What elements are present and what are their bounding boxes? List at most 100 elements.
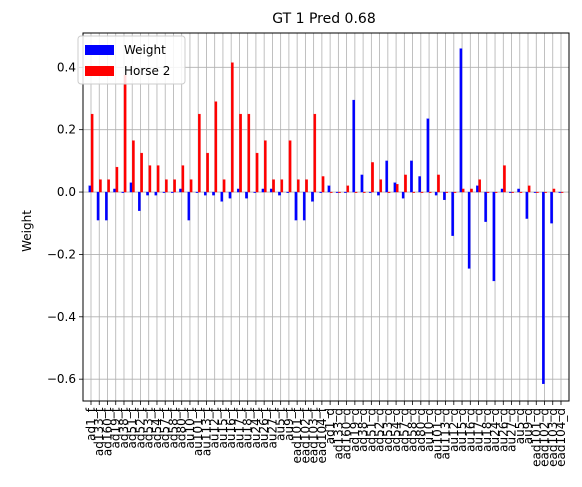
- x-tick-label: ad52_d: [373, 408, 387, 452]
- bar-weight: [426, 118, 430, 193]
- bar-weight: [533, 191, 537, 193]
- bar-horse2: [461, 188, 465, 193]
- x-tick-label: au16_d: [463, 408, 477, 452]
- x-tick-label: ad57_f: [158, 407, 172, 448]
- bar-horse2: [198, 113, 201, 193]
- x-tick-label: ad160_d: [340, 408, 354, 460]
- bar-horse2: [338, 191, 341, 193]
- bar-horse2: [313, 113, 317, 193]
- bar-weight: [360, 174, 364, 193]
- x-tick-label: au15_f: [216, 407, 230, 448]
- y-axis-label: Weight: [20, 210, 34, 252]
- x-tick-label: au26_d: [496, 408, 510, 452]
- x-tick-label: ead101_d: [529, 408, 543, 467]
- y-tick-label: −0.2: [47, 247, 76, 261]
- x-tick-label: ad51_d: [364, 408, 378, 452]
- bar-horse2: [321, 176, 325, 193]
- bar-weight: [467, 191, 471, 269]
- bar-weight: [203, 191, 207, 196]
- x-tick-label: ad38_d: [356, 408, 370, 452]
- bar-weight: [236, 188, 240, 193]
- bar-weight: [311, 191, 314, 202]
- bar-horse2: [99, 179, 102, 193]
- y-tick-label: −0.6: [47, 372, 76, 386]
- bar-horse2: [470, 188, 473, 193]
- bar-weight: [401, 191, 405, 199]
- x-tick-label: au10_f: [183, 407, 197, 448]
- chart-title: GT 1 Pred 0.68: [272, 11, 375, 27]
- bar-horse2: [329, 191, 333, 193]
- bar-horse2: [412, 191, 416, 193]
- bar-weight: [302, 191, 306, 221]
- x-tick-label: au18_d: [480, 408, 494, 452]
- bar-horse2: [494, 191, 498, 193]
- y-tick-label: 0.0: [57, 185, 76, 199]
- bar-horse2: [527, 185, 531, 193]
- bar-weight: [385, 160, 388, 193]
- bar-horse2: [148, 165, 152, 193]
- plot-frame: [82, 32, 570, 402]
- x-tick-label: au18_f: [241, 407, 255, 448]
- bar-horse2: [264, 140, 267, 193]
- bar-horse2: [395, 184, 399, 193]
- bar-weight: [484, 191, 487, 222]
- bar-horse2: [107, 179, 110, 193]
- x-tick-label: ead103_f: [307, 407, 321, 463]
- bar-weight: [327, 185, 331, 193]
- bar-weight: [344, 191, 347, 193]
- bar-weight: [492, 191, 496, 282]
- bar-weight: [550, 191, 553, 224]
- bar-horse2: [189, 179, 193, 193]
- bar-horse2: [239, 113, 242, 193]
- bar-weight: [459, 48, 463, 193]
- bar-weight: [294, 191, 298, 221]
- x-tick-label: ad53_d: [381, 408, 395, 452]
- bar-horse2: [222, 179, 226, 193]
- bar-weight: [319, 191, 323, 193]
- x-tick-label: au9_d: [521, 408, 535, 444]
- bar-weight: [220, 191, 224, 202]
- bar-weight: [88, 185, 92, 193]
- x-tick-label: ad52_f: [133, 407, 147, 448]
- bar-weight: [228, 191, 232, 199]
- bar-weight: [500, 188, 504, 193]
- x-tick-label: ead102_f: [298, 407, 312, 463]
- x-tick-label: au10_d: [422, 408, 436, 452]
- bar-horse2: [379, 179, 383, 193]
- bar-horse2: [181, 165, 185, 193]
- bar-horse2: [560, 191, 564, 193]
- x-tick-label: ad54_d: [389, 408, 403, 452]
- bar-horse2: [362, 191, 366, 193]
- bar-horse2: [478, 179, 481, 193]
- x-tick-label: au5_d: [513, 408, 527, 444]
- bar-horse2: [346, 185, 350, 193]
- x-tick-label: ead101_f: [290, 407, 304, 463]
- x-ticks: ad1_fad133_fad160_fad19_fad38_fad51_fad5…: [84, 401, 568, 467]
- x-tick-label: au15_d: [455, 408, 469, 452]
- bar-horse2: [404, 174, 407, 193]
- x-tick-label: ad160_f: [100, 407, 114, 456]
- x-tick-label: ead104_d: [554, 408, 568, 467]
- bars: [88, 48, 564, 384]
- bar-horse2: [544, 191, 547, 193]
- bar-horse2: [115, 166, 119, 193]
- bar-weight: [162, 191, 166, 193]
- bar-horse2: [453, 191, 457, 193]
- bar-weight: [269, 188, 273, 193]
- x-tick-label: ad57_d: [397, 408, 411, 452]
- x-tick-label: ad53_f: [142, 407, 156, 448]
- x-tick-label: au27_f: [265, 407, 279, 448]
- bar-weight: [138, 191, 141, 211]
- bar-weight: [278, 191, 281, 196]
- x-tick-label: ad58_f: [166, 407, 180, 448]
- x-tick-label: ad58_d: [406, 408, 420, 452]
- bar-horse2: [288, 140, 292, 193]
- x-tick-label: ad38_f: [117, 407, 131, 448]
- bar-horse2: [387, 191, 391, 193]
- bar-weight: [253, 191, 257, 193]
- bar-horse2: [296, 179, 300, 193]
- x-tick-label: ad80_d: [414, 408, 428, 452]
- bar-horse2: [354, 191, 358, 193]
- bar-weight: [261, 188, 265, 193]
- bar-weight: [187, 191, 191, 221]
